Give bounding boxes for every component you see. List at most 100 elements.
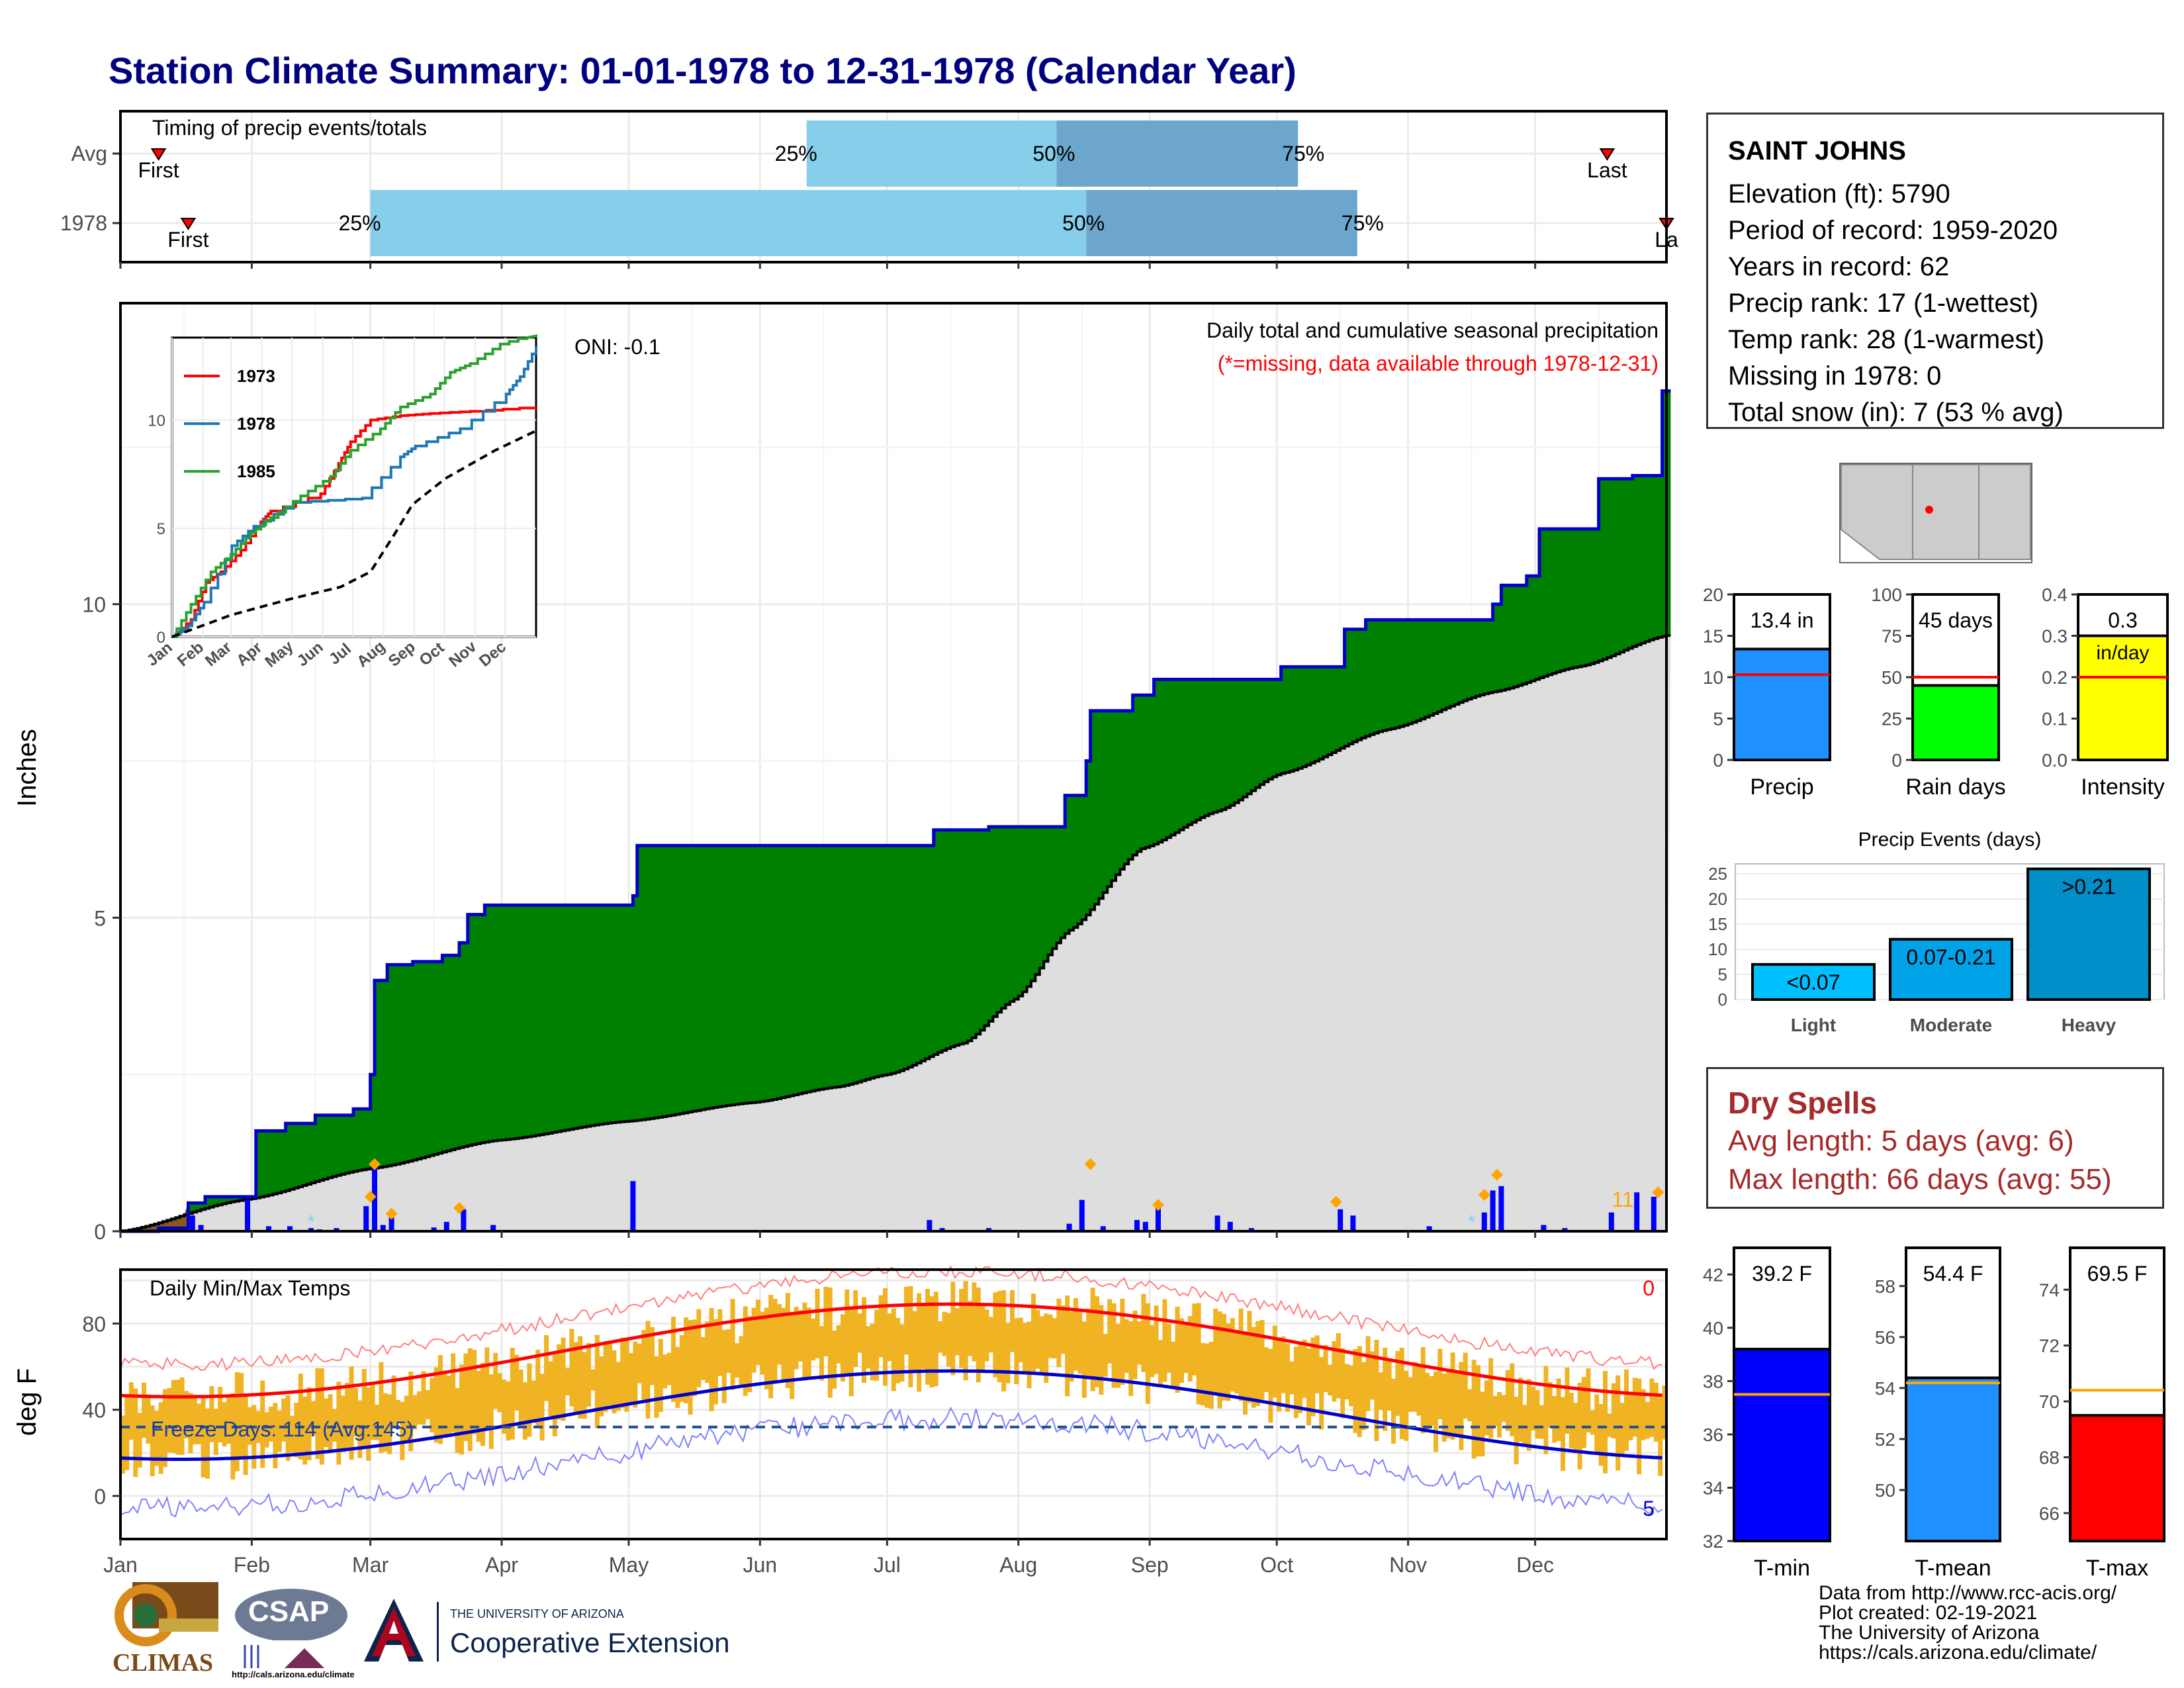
daily-temp-bar: [340, 1395, 345, 1452]
daily-temp-bar: [502, 1379, 506, 1434]
daily-temp-bar: [1488, 1358, 1494, 1438]
daily-temp-bar: [1052, 1318, 1057, 1359]
daily-temp-bar: [853, 1290, 858, 1367]
bar-intensity_bar: [2077, 634, 2169, 761]
daily-temp-bar: [857, 1313, 862, 1353]
daily-temp-bar: [226, 1395, 231, 1444]
value-label-tmean_bar: 54.4 F: [1923, 1262, 1983, 1286]
daily-precip-bar: [1338, 1209, 1343, 1231]
daily-temp-bar: [1010, 1289, 1015, 1352]
daily-temp-bar: [472, 1350, 477, 1434]
daily-temp-bar: [1565, 1367, 1570, 1434]
daily-temp-bar: [222, 1402, 227, 1447]
daily-temp-bar: [1103, 1334, 1108, 1377]
small-y-tick-label: 66: [2039, 1503, 2060, 1524]
daily-temp-bar: [1247, 1311, 1252, 1403]
timing-p75-label: 75%: [1342, 211, 1384, 235]
daily-temp-bar: [264, 1412, 269, 1448]
daily-temp-bar: [167, 1387, 172, 1453]
month-tick-label: Aug: [999, 1553, 1037, 1577]
daily-temp-bar: [938, 1321, 943, 1353]
daily-temp-bar: [1314, 1335, 1320, 1394]
small-y-tick-label: 58: [1875, 1276, 1895, 1297]
daily-temp-bar: [878, 1295, 884, 1358]
daily-temp-bar: [908, 1286, 913, 1387]
footer-credits: Data from http://www.rcc-acis.org/ Plot …: [1819, 1583, 2116, 1663]
daily-temp-bar: [1344, 1364, 1349, 1399]
daily-temp-bar: [709, 1308, 714, 1411]
daily-temp-bar: [696, 1309, 702, 1387]
daily-temp-bar: [654, 1356, 659, 1418]
temp-y-tick-label: 40: [82, 1399, 106, 1423]
daily-temp-bar: [1412, 1362, 1417, 1412]
daily-temp-bar: [370, 1382, 375, 1440]
daily-temp-bar: [260, 1380, 265, 1468]
daily-precip-bar: [1156, 1206, 1161, 1231]
small-y-tick-label: 5: [1713, 709, 1723, 729]
daily-temp-bar: [993, 1292, 998, 1378]
daily-temp-bar: [942, 1311, 947, 1356]
daily-temp-bar: [510, 1348, 515, 1440]
daily-temp-bar: [895, 1317, 901, 1383]
daily-temp-bar: [421, 1371, 426, 1425]
daily-temp-bar: [306, 1387, 312, 1460]
snow-day-marker: [1478, 1189, 1490, 1201]
daily-temp-bar: [154, 1411, 159, 1466]
state-shape-icon: [1841, 464, 1913, 560]
value-label-tmax_bar: 69.5 F: [2087, 1262, 2148, 1286]
daily-temp-bar: [688, 1320, 693, 1415]
precip-y-tick-label: 5: [94, 906, 106, 930]
daily-temp-bar: [124, 1395, 130, 1470]
daily-temp-bar: [514, 1354, 520, 1411]
daily-temp-bar: [357, 1400, 363, 1458]
daily-temp-bar: [1077, 1311, 1083, 1374]
station-info-box: SAINT JOHNS Elevation (ft): 5790 Period …: [1706, 113, 2164, 429]
daily-temp-bar: [328, 1394, 333, 1450]
timing-first-label: First: [138, 158, 179, 182]
daily-temp-bar: [1255, 1321, 1261, 1406]
temp-panel-title: Daily Min/Max Temps: [150, 1276, 350, 1300]
daily-temp-bar: [1171, 1341, 1176, 1387]
daily-temp-bar: [243, 1395, 248, 1476]
daily-precip-bar: [1608, 1212, 1614, 1231]
daily-temp-bar: [590, 1369, 596, 1391]
daily-temp-bar: [1378, 1372, 1383, 1410]
small-y-tick-label: 38: [1703, 1371, 1723, 1391]
daily-temp-bar: [1154, 1305, 1159, 1374]
daily-precip-bar: [380, 1225, 386, 1231]
small-y-tick-label: 0.1: [2042, 709, 2068, 729]
daily-temp-bar: [387, 1394, 392, 1454]
daily-temp-bar: [361, 1368, 367, 1447]
daily-temp-bar: [332, 1409, 337, 1442]
daily-temp-bar: [1213, 1308, 1218, 1393]
daily-precip-bar: [927, 1219, 933, 1231]
daily-temp-bar: [1590, 1410, 1595, 1435]
daily-precip-bar: [287, 1226, 293, 1231]
small-y-tick-label: 50: [1875, 1480, 1895, 1501]
daily-temp-bar: [1005, 1322, 1011, 1383]
small-y-tick-label: 0.4: [2042, 585, 2068, 605]
avg-high-line: [120, 1302, 1662, 1399]
category-label-rain_days_bar: Rain days: [1905, 774, 2005, 800]
daily-temp-bar: [1594, 1394, 1600, 1454]
climas-logo: CLIMAS: [106, 1582, 225, 1681]
page-title: Station Climate Summary: 01-01-1978 to 1…: [109, 50, 1297, 91]
daily-temp-bar: [213, 1409, 218, 1456]
category-label-tmax_bar: T-max: [2086, 1556, 2148, 1581]
daily-temp-bar: [1658, 1395, 1663, 1476]
daily-temp-bar: [1272, 1325, 1277, 1398]
daily-temp-bar: [239, 1373, 244, 1458]
daily-temp-bar: [158, 1402, 163, 1474]
daily-temp-bar: [1598, 1403, 1604, 1466]
daily-temp-bar: [391, 1375, 396, 1428]
daily-temp-bar: [739, 1336, 744, 1387]
daily-precip-bar: [461, 1209, 467, 1231]
daily-precip-bar: [388, 1217, 394, 1231]
daily-temp-bar: [324, 1398, 329, 1448]
daily-temp-bar: [904, 1286, 909, 1355]
events-bar: [1751, 962, 1876, 1001]
daily-temp-bar: [802, 1302, 807, 1378]
daily-temp-bar: [128, 1382, 134, 1440]
daily-temp-bar: [569, 1329, 574, 1407]
daily-temp-bar: [396, 1399, 400, 1423]
